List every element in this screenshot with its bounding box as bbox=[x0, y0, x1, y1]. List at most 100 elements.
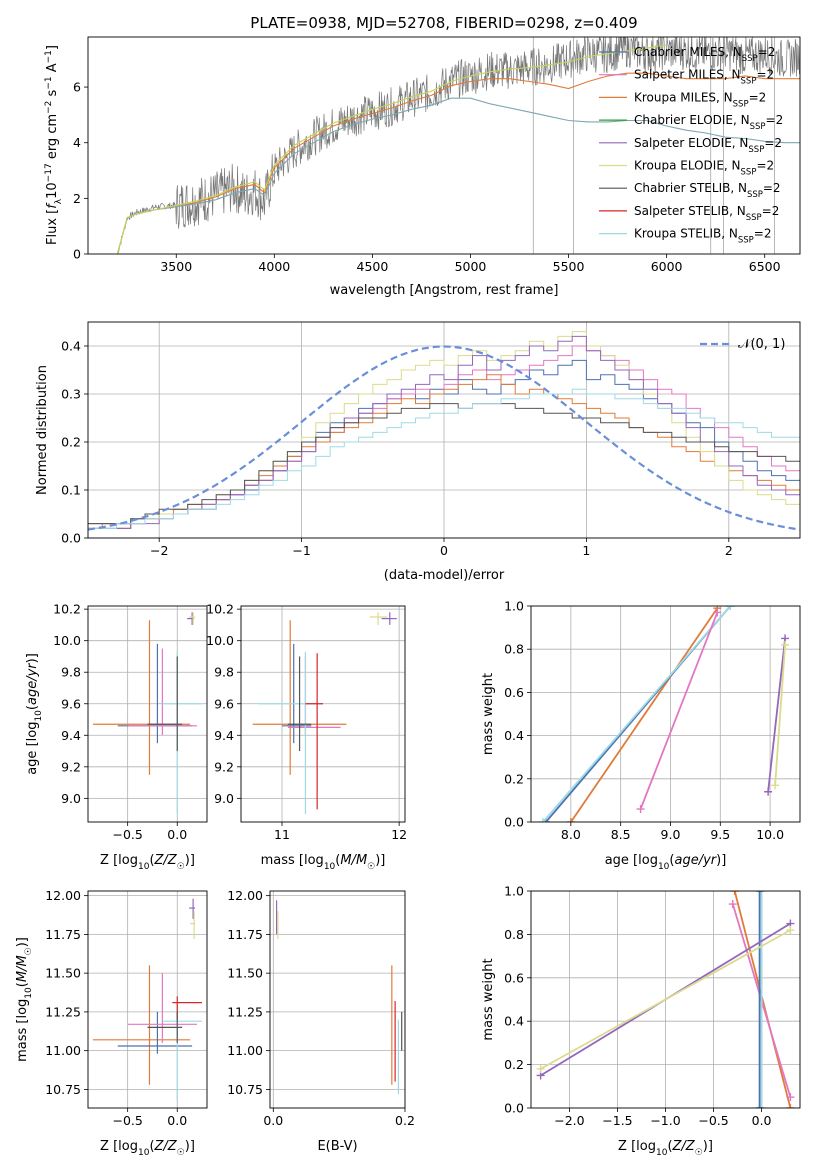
panel-weight-vs-age: 8.0 8.5 9.0 9.5 10.0 0.0 0.2 0.4 0.6 0.8 1.0 age [l… bbox=[481, 599, 801, 872]
legend-tail: =2 bbox=[758, 45, 776, 59]
label-part: 10 bbox=[138, 862, 150, 872]
legend-tail: =2 bbox=[749, 90, 767, 104]
weight-marker bbox=[713, 608, 722, 617]
errorbar bbox=[127, 648, 198, 736]
x-tick-label: −1.0 bbox=[650, 1113, 680, 1128]
legend-text: Chabrier MILES, N bbox=[634, 45, 742, 59]
y-tick-label: 11.00 bbox=[45, 1043, 81, 1058]
x-tick-label: −2 bbox=[150, 543, 168, 558]
legend-text: Chabrier STELIB, N bbox=[634, 181, 747, 195]
legend-entry: Salpeter ELODIE, NSSP=2 bbox=[634, 136, 782, 155]
label-part: ( bbox=[669, 853, 674, 868]
plot-area bbox=[88, 891, 207, 1108]
x-tick-label: 12 bbox=[391, 827, 407, 842]
label-part: age [log bbox=[605, 853, 658, 868]
y-tick-label: 11.25 bbox=[227, 1004, 263, 1019]
y-tick-label: 0 bbox=[73, 247, 81, 262]
model-spectrum-yellow bbox=[116, 44, 667, 254]
legend-tail: =2 bbox=[754, 227, 772, 241]
label-part: Z [log bbox=[100, 853, 138, 868]
label-part: erg cm bbox=[45, 114, 60, 163]
weight-marker bbox=[730, 891, 739, 895]
y-tick-label: 0.6 bbox=[504, 685, 524, 700]
y-tick-label: 10.0 bbox=[53, 633, 81, 648]
label-part: )] bbox=[15, 937, 30, 947]
histogram-step bbox=[88, 403, 800, 525]
y-tick-label: 9.0 bbox=[214, 791, 234, 806]
y-tick-label: 0.2 bbox=[61, 435, 81, 450]
y-tick-label: 12.00 bbox=[45, 888, 81, 903]
legend-sub: SSP bbox=[741, 77, 757, 87]
weight-marker bbox=[536, 1064, 545, 1073]
x-tick-label: −0.5 bbox=[112, 827, 142, 842]
x-tick-label: 0.0 bbox=[167, 1113, 187, 1128]
y-tick-label: 9.8 bbox=[61, 665, 81, 680]
weight-marker bbox=[566, 818, 575, 822]
x-tick-label: 0.0 bbox=[752, 1113, 772, 1128]
label-part: 10 bbox=[34, 710, 44, 722]
errorbar bbox=[117, 643, 193, 744]
ylabel-mass-vs-Z: mass [log10(M/M☉)] bbox=[15, 937, 34, 1062]
panel-spectrum: 3500 4000 4500 5000 5500 6000 6500 0 2 4 6 Chabrier… bbox=[44, 36, 801, 298]
legend-sub: SSP bbox=[742, 54, 758, 64]
x-tick-label: 10.0 bbox=[756, 827, 784, 842]
panel-weight-vs-Z: −2.0 −1.5 −1.0 −0.5 0.0 0.0 0.2 0.4 0.6 0.8 1.0 Z [… bbox=[481, 884, 801, 1158]
legend-entry: 𝒩(0, 1) bbox=[738, 337, 785, 352]
x-tick-label: 8.0 bbox=[561, 827, 581, 842]
y-tick-label: 0.4 bbox=[61, 339, 81, 354]
errorbar bbox=[287, 656, 341, 736]
panel-mass-vs-Z: −0.5 0.0 10.75 11.00 11.25 11.50 11.75 12.00 Z [… bbox=[15, 888, 208, 1158]
weight-line bbox=[540, 929, 791, 1070]
y-tick-label: 11.50 bbox=[45, 966, 81, 981]
x-tick-label: 3500 bbox=[160, 259, 192, 274]
y-tick-label: 0.1 bbox=[61, 483, 81, 498]
legend-tail: =2 bbox=[764, 136, 782, 150]
xlabel-age-vs-Z: Z [log10(Z/Z☉)] bbox=[100, 853, 195, 872]
axes-frame bbox=[530, 605, 801, 823]
x-tick-label: −1.5 bbox=[602, 1113, 632, 1128]
label-part: 10 bbox=[24, 987, 34, 999]
x-tick-label: 0 bbox=[440, 543, 448, 558]
x-tick-label: −0.5 bbox=[112, 1113, 142, 1128]
y-tick-label: 10.2 bbox=[206, 602, 234, 617]
axes-frame bbox=[87, 890, 208, 1109]
y-tick-label: 0.0 bbox=[504, 1101, 524, 1116]
label-part: Z/Z bbox=[154, 853, 178, 868]
legend-sub: SSP bbox=[738, 236, 754, 246]
ylabel-weight-vs-age: mass weight bbox=[481, 673, 496, 755]
weight-marker bbox=[726, 606, 735, 610]
y-tick-label: 0.4 bbox=[504, 1014, 524, 1029]
legend-text: Kroupa ELODIE, N bbox=[634, 159, 741, 173]
label-part: ☉ bbox=[367, 862, 375, 872]
errorbar bbox=[117, 1011, 193, 1054]
label-part: ( bbox=[25, 705, 40, 710]
histogram-step bbox=[88, 388, 800, 529]
label-part: age/yr bbox=[674, 853, 717, 868]
errorbar bbox=[282, 643, 312, 744]
weight-marker bbox=[755, 891, 764, 895]
panel-age-vs-Z: −0.5 0.09.09.29.49.69.810.010.2Z [log10(Z… bbox=[25, 602, 208, 872]
errorbar bbox=[190, 911, 196, 940]
y-tick-label: 9.0 bbox=[61, 791, 81, 806]
weight-line bbox=[570, 607, 719, 822]
panel-age-vs-mass: 11 12 9.0 9.2 9.4 9.6 9.8 10.0 10.2 mass [log10(M… bbox=[206, 602, 407, 872]
weight-marker bbox=[757, 891, 766, 895]
x-tick-label: 4000 bbox=[258, 259, 290, 274]
legend-text: Chabrier ELODIE, N bbox=[634, 113, 750, 127]
label-part: Z [log bbox=[100, 1139, 138, 1154]
weight-marker bbox=[757, 1104, 766, 1108]
axes-frame bbox=[240, 605, 406, 823]
x-tick-label: 0.2 bbox=[395, 1113, 415, 1128]
label-part: ( bbox=[335, 853, 340, 868]
legend-sub: SSP bbox=[733, 99, 749, 109]
label-part: ☉ bbox=[177, 862, 185, 872]
ylabel-age-vs-Z: age [log10(age/yr)] bbox=[25, 653, 44, 775]
errorbar bbox=[305, 653, 323, 810]
weight-marker bbox=[781, 640, 790, 649]
y-tick-label: 6 bbox=[73, 80, 81, 95]
label-part: ☉ bbox=[177, 1148, 185, 1158]
legend-sub: SSP bbox=[741, 168, 757, 178]
legend-sub: SSP bbox=[750, 122, 766, 132]
label-part: 10 bbox=[658, 862, 670, 872]
